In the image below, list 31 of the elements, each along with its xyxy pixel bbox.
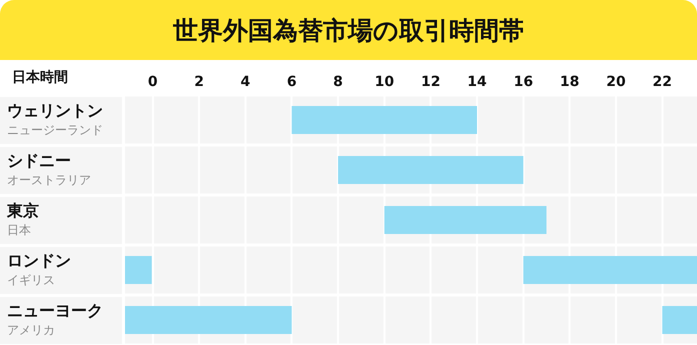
bar (523, 256, 697, 284)
bar (125, 306, 292, 334)
y-tick-label: 東京 (6, 201, 39, 220)
x-tick-label: 4 (240, 74, 251, 90)
chart-title: 世界外国為替市場の取引時間帯 (0, 0, 697, 60)
bar (662, 306, 697, 334)
x-tick-label: 16 (514, 74, 534, 90)
text: ニュージーランド (7, 123, 103, 138)
x-tick-label: 2 (194, 74, 204, 90)
x-tick-label: 6 (286, 74, 297, 90)
x-tick-label: 8 (333, 74, 343, 90)
text: アメリカ (7, 323, 55, 338)
x-tick-label: 0 (148, 74, 158, 90)
y-tick-label: シドニー (7, 151, 71, 170)
text: 日本 (7, 223, 31, 238)
text: イギリス (7, 273, 55, 288)
x-tick-label: 10 (374, 74, 394, 90)
bar (338, 156, 524, 184)
bar (384, 206, 546, 234)
x-tick-label: 14 (467, 74, 487, 90)
bar (125, 256, 152, 284)
y-tick-label: ウェリントン (7, 101, 103, 120)
y-tick-label: ロンドン (7, 251, 71, 270)
text: オーストラリア (7, 173, 91, 188)
bar (292, 106, 477, 134)
x-tick-label: 18 (560, 74, 580, 90)
x-tick-label: 20 (606, 74, 626, 90)
y-tick-label: ニューヨーク (7, 301, 103, 320)
y-axis-title: 日本時間 (12, 70, 68, 86)
x-tick-label: 12 (420, 74, 440, 90)
x-tick-label: 22 (652, 74, 672, 90)
